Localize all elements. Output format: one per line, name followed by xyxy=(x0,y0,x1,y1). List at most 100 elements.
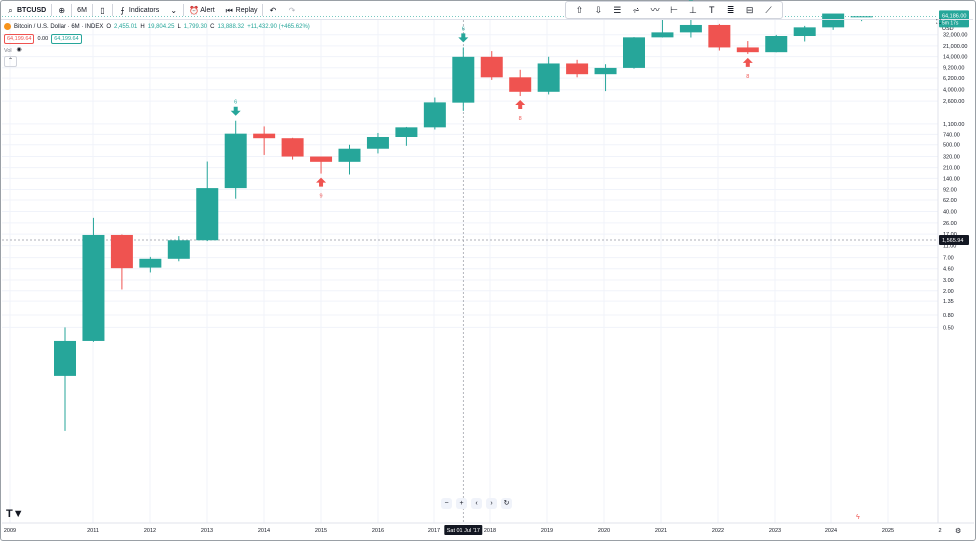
top-toolbar: ⌕ BTCUSD ⊕ 6M ▯ ⨍ Indicators ⌄ ⏰ Alert ⏮… xyxy=(1,1,973,20)
candle-body[interactable] xyxy=(167,240,190,259)
undo-button[interactable]: ↶ xyxy=(263,1,282,19)
price-tick-label: 14,000.00 xyxy=(943,55,967,61)
scroll-right-button[interactable]: › xyxy=(486,498,497,509)
chevron-right-icon: › xyxy=(490,500,493,507)
indicators-button[interactable]: ⨍ Indicators xyxy=(113,1,164,19)
volume-legend: Vol ◉ xyxy=(4,46,24,55)
price-tick-label: 3.00 xyxy=(943,278,954,284)
time-tick-label: 2014 xyxy=(258,528,270,534)
candle-body[interactable] xyxy=(452,56,475,103)
divider xyxy=(183,4,185,16)
zoom-out-button[interactable]: − xyxy=(441,498,452,509)
candle-body[interactable] xyxy=(480,56,503,78)
open-value: 2,455.01 xyxy=(114,23,138,30)
last-price-tag xyxy=(939,10,969,28)
reset-chart-button[interactable]: ↻ xyxy=(501,498,512,509)
candle-body[interactable] xyxy=(822,13,845,28)
alert-button[interactable]: ⏰ Alert xyxy=(184,1,219,19)
minus-icon: − xyxy=(444,500,449,507)
candle-body[interactable] xyxy=(395,127,418,137)
templates-button[interactable]: ⌄ xyxy=(164,1,183,19)
candle-body[interactable] xyxy=(366,136,389,149)
tradingview-logo-icon[interactable]: T▼ xyxy=(6,508,24,520)
text-note-icon[interactable]: ☰ xyxy=(613,4,622,15)
indicators-icon: ⨍ xyxy=(120,5,125,15)
divider xyxy=(91,4,93,16)
buy-arrow-icon xyxy=(316,177,327,187)
volume-label: Vol xyxy=(4,47,12,54)
candle-body[interactable] xyxy=(310,156,333,162)
price-tick-label: 0.50 xyxy=(943,325,954,331)
interval-button[interactable]: 6M xyxy=(72,1,92,19)
spread-value: 0.00 xyxy=(37,36,49,42)
time-tick-label: 2011 xyxy=(87,528,99,534)
candle-body[interactable] xyxy=(736,47,759,53)
indicators-label: Indicators xyxy=(128,6,160,14)
eye-icon[interactable]: ◉ xyxy=(16,47,22,53)
candle-body[interactable] xyxy=(196,188,219,241)
arrow-up-icon[interactable]: ⇧ xyxy=(575,4,584,15)
lightning-icon: ϟ xyxy=(856,514,860,521)
candle-body[interactable] xyxy=(423,102,446,128)
trade-buttons: 64,199.64 0.00 64,199.64 xyxy=(4,34,82,44)
compare-button[interactable]: ⊕ xyxy=(52,1,71,19)
change-value: +11,432.90 (+465.62%) xyxy=(247,23,310,30)
redo-button[interactable]: ↷ xyxy=(282,1,301,19)
signal-count-label: 9 xyxy=(320,194,323,200)
open-label: O xyxy=(106,23,112,30)
signal-count-label: 6 xyxy=(234,100,237,106)
symbol-search[interactable]: ⌕ BTCUSD xyxy=(1,1,51,19)
chart-settings-button[interactable]: ⚙ xyxy=(955,527,961,535)
time-tick-label: 2016 xyxy=(372,528,384,534)
collapse-legend-button[interactable]: ⌃ xyxy=(4,56,17,67)
candle-body[interactable] xyxy=(651,32,674,38)
plus-circle-icon: ⊕ xyxy=(58,5,66,15)
candle-body[interactable] xyxy=(765,36,788,53)
candle-body[interactable] xyxy=(82,234,105,341)
candle-body[interactable] xyxy=(537,63,560,92)
replay-button[interactable]: ⏮ Replay xyxy=(220,1,263,19)
pattern-icon[interactable]: ⩫ xyxy=(632,4,640,15)
replay-icon: ⏮ xyxy=(225,5,233,15)
candle-body[interactable] xyxy=(708,24,731,48)
text-icon[interactable]: T xyxy=(709,4,715,15)
price-range-icon[interactable]: ⊥ xyxy=(688,4,697,15)
candle-body[interactable] xyxy=(594,67,617,75)
arrow-down-icon[interactable]: ⇩ xyxy=(594,4,603,15)
candle-body[interactable] xyxy=(679,24,702,33)
price-tick-label: 21,000.00 xyxy=(943,44,967,50)
candle-body[interactable] xyxy=(623,37,645,68)
sell-button[interactable]: 64,199.64 xyxy=(4,34,35,44)
buy-button[interactable]: 64,199.64 xyxy=(51,34,82,44)
long-position-icon[interactable]: ⊟ xyxy=(745,4,754,15)
redo-icon: ↷ xyxy=(288,5,296,15)
date-range-icon[interactable]: ⊢ xyxy=(670,4,678,15)
candle-body[interactable] xyxy=(850,16,873,18)
candle-body[interactable] xyxy=(566,63,589,75)
candle-body[interactable] xyxy=(509,77,532,92)
candle-body[interactable] xyxy=(253,133,276,139)
zoom-in-button[interactable]: + xyxy=(456,498,467,509)
scroll-left-button[interactable]: ‹ xyxy=(471,498,482,509)
divider xyxy=(71,4,73,16)
candle-body[interactable] xyxy=(338,148,361,162)
time-tick-label: 2012 xyxy=(144,528,156,534)
candle-body[interactable] xyxy=(139,258,162,268)
candle-body[interactable] xyxy=(793,27,816,37)
fullscreen-button[interactable]: ⛶ xyxy=(936,19,941,27)
chart-type-button[interactable]: ▯ xyxy=(93,1,112,19)
fib-icon[interactable]: ≣ xyxy=(726,4,735,15)
time-tick-label: 2013 xyxy=(201,528,213,534)
events-button[interactable]: ϟ xyxy=(856,514,860,521)
candle-body[interactable] xyxy=(281,138,304,157)
price-tick-label: 2,600.00 xyxy=(943,99,964,105)
symbol-label: BTCUSD xyxy=(17,6,47,14)
candle-body[interactable] xyxy=(224,133,247,189)
candle-body[interactable] xyxy=(110,234,133,269)
time-tick-label: 2019 xyxy=(541,528,553,534)
wave-icon[interactable]: 〰 xyxy=(650,4,660,15)
time-tick-label: 2009 xyxy=(4,528,16,534)
trend-line-icon[interactable]: ⟋ xyxy=(765,4,772,15)
candle-body[interactable] xyxy=(54,340,76,376)
